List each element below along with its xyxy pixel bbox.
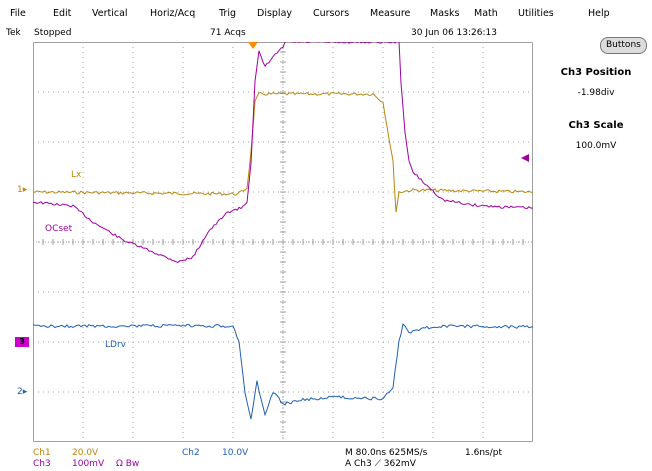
ch1-readout-scale[interactable]: 20.0V xyxy=(72,448,99,458)
ch1-lx-trace xyxy=(33,91,533,213)
menu-measure[interactable]: Measure xyxy=(370,8,411,19)
ch2-readout-scale[interactable]: 10.0V xyxy=(222,448,249,458)
ch1-ground-marker[interactable]: 1▸ xyxy=(17,185,28,195)
menu-math[interactable]: Math xyxy=(474,8,498,19)
run-state: Stopped xyxy=(34,28,72,38)
menu-masks[interactable]: Masks xyxy=(430,8,460,19)
trigger-readout[interactable]: A Ch3 ⟋ 362mV xyxy=(345,459,416,469)
arrow-right-icon: ▸ xyxy=(22,185,28,195)
ch3-position-title: Ch3 Position xyxy=(560,67,632,78)
ch2-ground-marker[interactable]: 2▸ xyxy=(17,387,28,397)
menu-file[interactable]: File xyxy=(10,8,26,19)
menu-cursors[interactable]: Cursors xyxy=(313,8,350,19)
menu-horiz-acq[interactable]: Horiz/Acq xyxy=(150,8,196,19)
ch2-ldrv-trace xyxy=(33,323,533,420)
acquisition-count: 71 Acqs xyxy=(210,28,246,38)
waveform-display[interactable]: Lx OCset LDrv xyxy=(33,42,533,442)
resolution-readout: 1.6ns/pt xyxy=(465,448,502,458)
ch3-readout-name[interactable]: Ch3 xyxy=(33,459,51,469)
ldrv-trace-label: LDrv xyxy=(105,340,126,350)
ch3-scale-value[interactable]: 100.0mV xyxy=(575,141,617,151)
menu-trig[interactable]: Trig xyxy=(219,8,236,19)
trigger-level-icon[interactable] xyxy=(521,154,529,162)
arrow-right-icon: ▸ xyxy=(22,387,28,397)
buttons-button[interactable]: Buttons xyxy=(600,37,647,54)
readout-bar: Ch1 20.0V Ch2 10.0V Ch3 100mV Ω Bw M 80.… xyxy=(0,446,652,471)
trigger-position-icon[interactable] xyxy=(248,42,258,49)
lx-trace-label: Lx xyxy=(71,170,82,180)
menu-utilities[interactable]: Utilities xyxy=(518,8,554,19)
ch3-readout-scale[interactable]: 100mV xyxy=(72,459,105,469)
ch3-ocset-trace xyxy=(33,42,533,263)
side-panel: Buttons Ch3 Position -1.98div Ch3 Scale … xyxy=(540,34,652,234)
status-bar: Tek Stopped 71 Acqs 30 Jun 06 13:26:13 xyxy=(0,28,652,42)
graticule xyxy=(33,42,533,442)
ch3-ground-marker[interactable]: 3 xyxy=(15,337,29,347)
date-time: 30 Jun 06 13:26:13 xyxy=(411,28,497,38)
menu-vertical[interactable]: Vertical xyxy=(92,8,128,19)
ch3-position-value[interactable]: -1.98div xyxy=(577,88,615,98)
menu-help[interactable]: Help xyxy=(588,8,610,19)
ocset-trace-label: OCset xyxy=(45,224,73,234)
ch3-readout-flags: Ω Bw xyxy=(116,459,140,469)
ch2-readout-name[interactable]: Ch2 xyxy=(182,448,200,458)
ch3-scale-title: Ch3 Scale xyxy=(568,120,624,131)
ch1-readout-name[interactable]: Ch1 xyxy=(33,448,51,458)
timebase-readout[interactable]: M 80.0ns 625MS/s xyxy=(345,448,428,458)
brand-label: Tek xyxy=(6,28,21,38)
menu-display[interactable]: Display xyxy=(257,8,293,19)
menu-edit[interactable]: Edit xyxy=(53,8,72,19)
menu-bar: File Edit Vertical Horiz/Acq Trig Displa… xyxy=(0,0,652,28)
